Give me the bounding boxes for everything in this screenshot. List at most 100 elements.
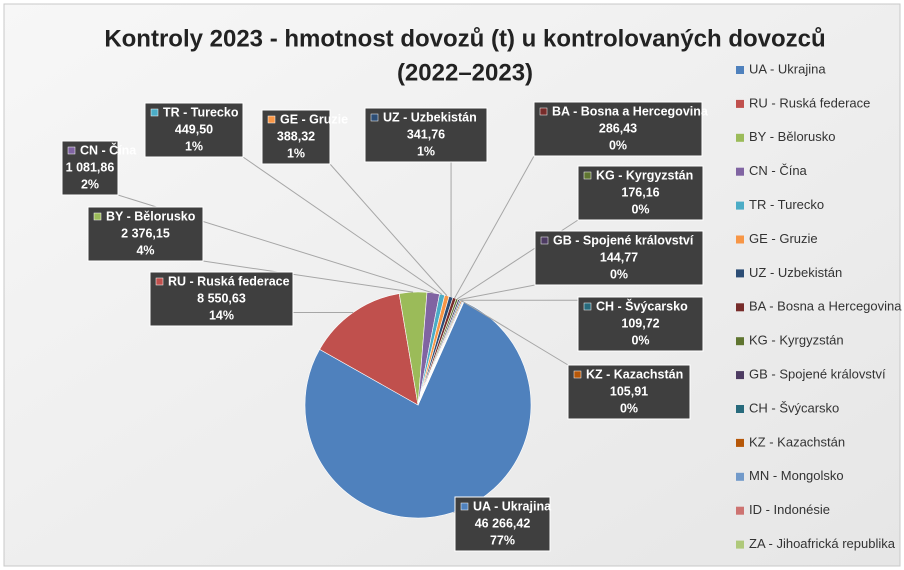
chart-title: (2022–2023): [397, 59, 533, 86]
label-swatch: [583, 302, 592, 311]
label-percent: 0%: [620, 401, 638, 415]
legend-label: UA - Ukrajina: [749, 61, 826, 76]
label-percent: 1%: [287, 146, 305, 160]
label-name: GB - Spojené království: [553, 233, 694, 247]
label-name: BA - Bosna a Hercegovina: [552, 104, 709, 118]
data-label: BY - Bělorusko 2 376,15 4%: [87, 206, 204, 262]
legend-label: GE - Gruzie: [749, 231, 818, 246]
label-value: 449,50: [175, 122, 213, 136]
label-value: 1 081,86: [66, 160, 115, 174]
label-box: [577, 165, 704, 221]
leader-line: [454, 155, 535, 299]
label-swatch: [267, 115, 276, 124]
label-box: [364, 107, 488, 163]
legend-label: BA - Bosna a Hercegovina: [749, 299, 902, 314]
legend-swatch: [736, 472, 744, 481]
legend-label: MN - Mongolsko: [749, 468, 844, 483]
leader-line: [329, 163, 448, 297]
label-value: 46 266,42: [475, 516, 531, 530]
label-box: [454, 496, 551, 552]
label-box: [534, 230, 704, 286]
legend-swatch: [736, 201, 744, 210]
legend-label: ZA - Jihoafrická republika: [749, 536, 896, 551]
label-value: 109,72: [621, 316, 659, 330]
legend-swatch: [736, 99, 744, 108]
label-percent: 4%: [136, 243, 154, 257]
data-label: BA - Bosna a Hercegovina 286,43 0%: [533, 101, 709, 157]
label-percent: 2%: [81, 177, 99, 191]
legend-swatch: [736, 66, 744, 74]
label-value: 2 376,15: [121, 226, 170, 240]
label-value: 341,76: [407, 127, 445, 141]
leader-line: [242, 156, 443, 296]
label-name: CH - Švýcarsko: [596, 298, 688, 313]
label-box: [144, 102, 244, 158]
legend-swatch: [736, 303, 744, 312]
legend-swatch: [736, 235, 744, 244]
legend-swatch: [736, 506, 744, 515]
legend-swatch: [736, 371, 744, 380]
data-label: GE - Gruzie 388,32 1%: [261, 109, 348, 165]
label-name: UA - Ukrajina: [473, 499, 552, 513]
label-name: CN - Čína: [80, 142, 137, 157]
legend-swatch: [736, 133, 744, 142]
label-swatch: [540, 236, 549, 245]
legend-label: KG - Kyrgyzstán: [749, 333, 844, 348]
label-name: KG - Kyrgyzstán: [596, 168, 693, 182]
legend-label: BY - Bělorusko: [749, 129, 835, 144]
legend-label: ID - Indonésie: [749, 502, 830, 517]
leader-line: [202, 260, 414, 293]
label-swatch: [539, 107, 548, 116]
label-name: UZ - Uzbekistán: [383, 110, 477, 124]
label-value: 8 550,63: [197, 291, 246, 305]
data-label: KZ - Kazachstán 105,91 0%: [567, 364, 691, 420]
data-label: GB - Spojené království 144,77 0%: [534, 230, 704, 286]
label-name: RU - Ruská federace: [168, 274, 290, 288]
label-box: [87, 206, 204, 262]
data-label: CH - Švýcarsko 109,72 0%: [577, 296, 704, 352]
data-label: UZ - Uzbekistán 341,76 1%: [364, 107, 488, 163]
label-name: KZ - Kazachstán: [586, 367, 683, 381]
label-swatch: [583, 171, 592, 180]
legend-label: TR - Turecko: [749, 197, 824, 212]
legend-swatch: [736, 337, 744, 346]
label-box: [567, 364, 691, 420]
label-percent: 0%: [631, 202, 649, 216]
legend-swatch: [736, 405, 744, 413]
label-percent: 1%: [417, 144, 435, 158]
legend-swatch: [736, 269, 744, 278]
label-percent: 1%: [185, 139, 203, 153]
data-label: TR - Turecko 449,50 1%: [144, 102, 244, 158]
label-box: [533, 101, 703, 157]
label-percent: 14%: [209, 308, 234, 322]
leader-line: [461, 300, 569, 366]
label-percent: 0%: [609, 138, 627, 152]
label-percent: 77%: [490, 533, 515, 547]
label-name: GE - Gruzie: [280, 112, 348, 126]
label-swatch: [155, 277, 164, 286]
legend-swatch: [736, 438, 744, 447]
legend-swatch: [736, 540, 744, 549]
legend-label: RU - Ruská federace: [749, 95, 870, 110]
label-value: 105,91: [610, 384, 648, 398]
legend-label: CN - Čína: [749, 163, 808, 178]
label-value: 286,43: [599, 121, 637, 135]
label-swatch: [370, 113, 379, 122]
label-swatch: [93, 212, 102, 221]
label-percent: 0%: [631, 333, 649, 347]
label-swatch: [460, 502, 469, 511]
legend-swatch: [736, 167, 744, 176]
label-swatch: [573, 370, 582, 379]
label-box: [149, 271, 294, 327]
label-value: 144,77: [600, 250, 638, 264]
data-label: RU - Ruská federace 8 550,63 14%: [149, 271, 294, 327]
legend-label: CH - Švýcarsko: [749, 400, 839, 415]
label-swatch: [67, 146, 76, 155]
chart-title: Kontroly 2023 - hmotnost dovozů (t) u ko…: [104, 25, 825, 52]
legend-label: KZ - Kazachstán: [749, 434, 845, 449]
legend-label: UZ - Uzbekistán: [749, 265, 842, 280]
label-swatch: [150, 108, 159, 117]
label-percent: 0%: [610, 267, 628, 281]
